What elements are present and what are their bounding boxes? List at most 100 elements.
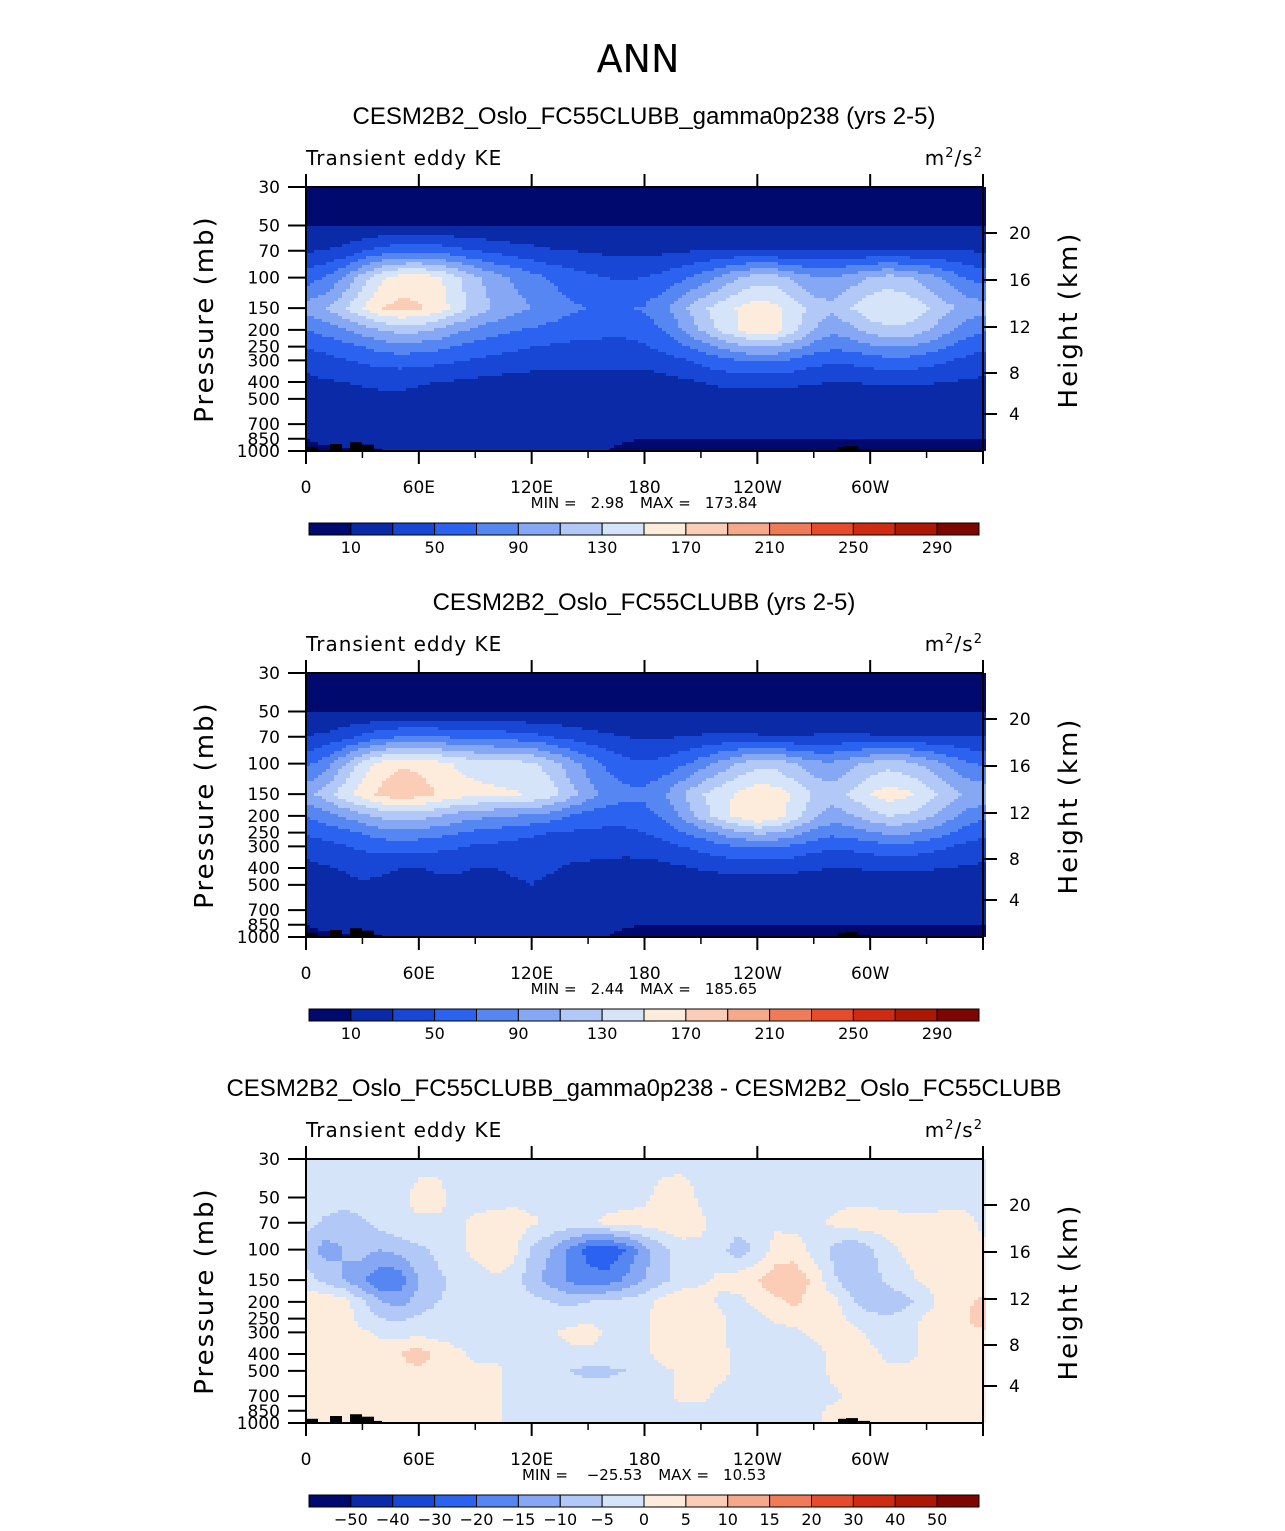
- field-cell: [750, 199, 754, 202]
- field-cell: [886, 199, 890, 202]
- field-cell: [358, 190, 362, 193]
- field-cell: [366, 202, 370, 205]
- field-cell: [854, 199, 858, 202]
- field-cell: [638, 196, 642, 199]
- field-cell: [378, 193, 382, 196]
- field-cell: [822, 196, 826, 199]
- field-cell: [434, 202, 438, 205]
- field-cell: [922, 193, 926, 196]
- field-cell: [726, 190, 730, 193]
- field-cell: [518, 193, 522, 196]
- field-cell: [698, 199, 702, 202]
- field-cell: [358, 193, 362, 196]
- field-cell: [698, 190, 702, 193]
- field-cell: [430, 190, 434, 193]
- field-cell: [702, 193, 706, 196]
- field-cell: [478, 190, 482, 193]
- field-cell: [462, 196, 466, 199]
- field-cell: [310, 196, 314, 199]
- field-cell: [462, 199, 466, 202]
- field-cell: [574, 190, 578, 193]
- field-cell: [542, 193, 546, 196]
- field-cell: [554, 196, 558, 199]
- field-cell: [390, 202, 394, 205]
- field-cell: [510, 190, 514, 193]
- field-cell: [642, 199, 646, 202]
- field-cell: [418, 190, 422, 193]
- field-cell: [802, 193, 806, 196]
- field-cell: [686, 190, 690, 193]
- field-cell: [498, 190, 502, 193]
- field-cell: [950, 193, 954, 196]
- field-cell: [646, 190, 650, 193]
- field-cell: [478, 199, 482, 202]
- field-cell: [382, 196, 386, 199]
- field-cell: [690, 199, 694, 202]
- field-cell: [670, 193, 674, 196]
- field-cell: [758, 199, 762, 202]
- field-cell: [766, 196, 770, 199]
- field-cell: [562, 196, 566, 199]
- field-cell: [442, 190, 446, 193]
- field-cell: [878, 190, 882, 193]
- field-cell: [938, 190, 942, 193]
- field-cell: [450, 193, 454, 196]
- field-cell: [414, 190, 418, 193]
- field-cell: [314, 196, 318, 199]
- field-cell: [974, 196, 978, 199]
- field-cell: [614, 190, 618, 193]
- field-cell: [510, 196, 514, 199]
- field-cell: [598, 190, 602, 193]
- field-cell: [506, 190, 510, 193]
- field-cell: [806, 199, 810, 202]
- field-cell: [610, 199, 614, 202]
- field-cell: [318, 193, 322, 196]
- field-cell: [422, 193, 426, 196]
- field-cell: [474, 190, 478, 193]
- field-cell: [734, 193, 738, 196]
- field-cell: [862, 199, 866, 202]
- field-cell: [494, 199, 498, 202]
- field-cell: [882, 190, 886, 193]
- field-cell: [618, 193, 622, 196]
- field-cell: [546, 199, 550, 202]
- field-cell: [870, 193, 874, 196]
- field-cell: [354, 196, 358, 199]
- field-cell: [350, 190, 354, 193]
- field-cell: [494, 193, 498, 196]
- field-cell: [430, 193, 434, 196]
- field-cell: [730, 199, 734, 202]
- field-cell: [414, 196, 418, 199]
- field-cell: [842, 190, 846, 193]
- field-cell: [874, 196, 878, 199]
- field-cell: [574, 199, 578, 202]
- field-cell: [678, 199, 682, 202]
- field-cell: [810, 196, 814, 199]
- field-cell: [594, 199, 598, 202]
- field-cell: [526, 193, 530, 196]
- field-cell: [866, 196, 870, 199]
- field-cell: [346, 190, 350, 193]
- field-cell: [842, 193, 846, 196]
- field-cell: [438, 190, 442, 193]
- field-cell: [482, 193, 486, 196]
- field-cell: [566, 199, 570, 202]
- field-cell: [334, 199, 338, 202]
- field-cell: [418, 196, 422, 199]
- field-cell: [458, 196, 462, 199]
- field-cell: [746, 199, 750, 202]
- field-cell: [774, 193, 778, 196]
- field-cell: [634, 193, 638, 196]
- field-cell: [542, 190, 546, 193]
- field-cell: [322, 190, 326, 193]
- field-cell: [914, 199, 918, 202]
- field-cell: [826, 190, 830, 193]
- field-cell: [538, 199, 542, 202]
- field-cell: [946, 196, 950, 199]
- field-cell: [946, 190, 950, 193]
- field-cell: [422, 196, 426, 199]
- field-cell: [366, 193, 370, 196]
- field-cell: [414, 199, 418, 202]
- field-cell: [350, 193, 354, 196]
- field-cell: [370, 196, 374, 199]
